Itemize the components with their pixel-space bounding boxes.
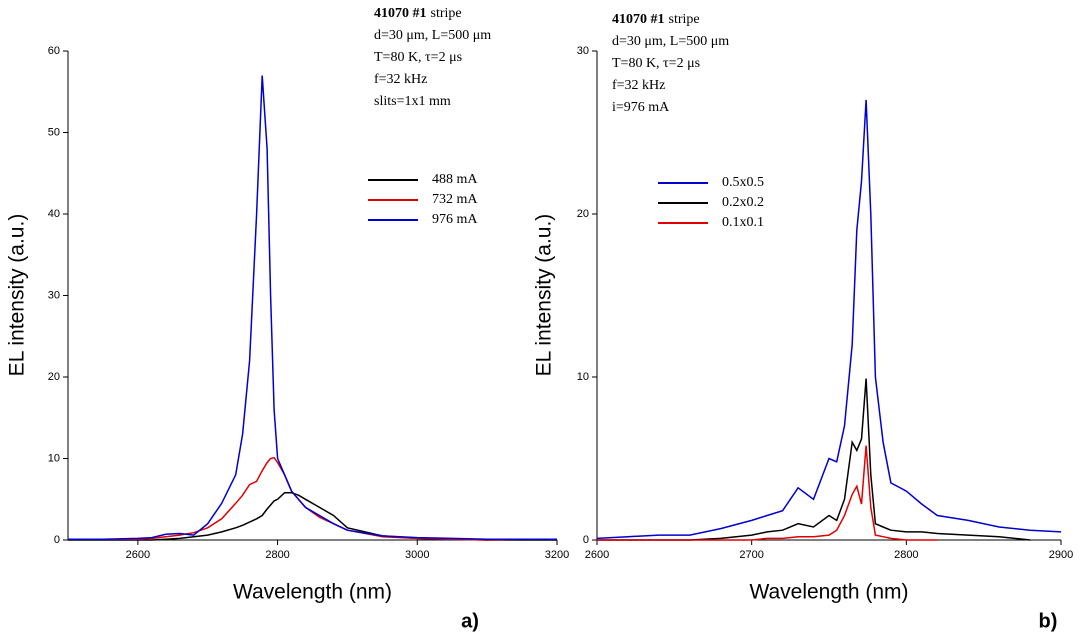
annotation: T=80 K, τ=2 μs — [374, 50, 462, 65]
y-tick-label: 40 — [48, 208, 60, 220]
x-tick-label: 2600 — [585, 549, 609, 561]
sample-note: stripe — [669, 12, 700, 27]
x-tick-label: 2800 — [894, 549, 918, 561]
series-line — [68, 456, 557, 541]
y-tick-label: 10 — [48, 452, 60, 464]
y-tick-label: 20 — [577, 208, 589, 220]
x-axis-title: Wavelength (nm) — [749, 581, 908, 604]
y-axis-title: EL intensity (a.u.) — [533, 214, 556, 377]
series-line — [597, 378, 1031, 541]
y-tick-label: 50 — [48, 126, 60, 138]
x-tick-label: 2700 — [739, 549, 763, 561]
x-tick-label: 3000 — [405, 549, 429, 561]
annotation: 41070 #1 stripe — [374, 6, 462, 21]
x-tick-label: 3200 — [545, 549, 569, 561]
legend-label: 0.2x0.2 — [722, 195, 764, 210]
y-tick-label: 30 — [577, 45, 589, 57]
panel-label: b) — [1039, 610, 1058, 632]
sample-note: stripe — [431, 6, 462, 21]
panel-label: a) — [461, 610, 479, 632]
series-line — [597, 445, 938, 541]
y-tick-label: 20 — [48, 371, 60, 383]
y-axis-title: EL intensity (a.u.) — [6, 214, 29, 377]
annotation: f=32 kHz — [374, 72, 427, 87]
series-line — [68, 75, 557, 540]
legend-label: 0.5x0.5 — [722, 175, 764, 190]
series-line — [596, 99, 1062, 540]
legend-label: 976 mA — [432, 212, 478, 227]
annotation: d=30 μm, L=500 μm — [612, 34, 729, 49]
annotation: d=30 μm, L=500 μm — [374, 28, 491, 43]
annotation: T=80 K, τ=2 μs — [612, 56, 700, 71]
y-tick-label: 0 — [583, 534, 589, 546]
y-tick-label: 0 — [54, 534, 60, 546]
series-line — [68, 491, 557, 541]
x-tick-label: 2600 — [126, 549, 150, 561]
y-tick-label: 60 — [48, 45, 60, 57]
sample-id: 41070 #1 — [374, 6, 427, 21]
chart-panel: 0 10 20 30 40 50 60 2600 2800 3000 3200 Wavelength … — [6, 6, 570, 632]
legend-label: 488 mA — [432, 172, 478, 187]
legend-label: 732 mA — [432, 192, 478, 207]
annotation: 41070 #1 stripe — [612, 12, 700, 27]
annotation: f=32 kHz — [612, 78, 665, 93]
y-tick-label: 10 — [577, 371, 589, 383]
annotation: slits=1x1 mm — [374, 94, 451, 109]
x-tick-label: 2800 — [265, 549, 289, 561]
x-tick-label: 2900 — [1049, 549, 1073, 561]
annotation: i=976 mA — [612, 100, 670, 115]
x-axis-title: Wavelength (nm) — [233, 581, 392, 604]
sample-id: 41070 #1 — [612, 12, 665, 27]
legend-label: 0.1x0.1 — [722, 215, 764, 230]
chart-panel: 0 10 20 30 2600 2700 2800 2900 Wavelength (nm) EL… — [533, 12, 1074, 632]
y-tick-label: 30 — [48, 289, 60, 301]
